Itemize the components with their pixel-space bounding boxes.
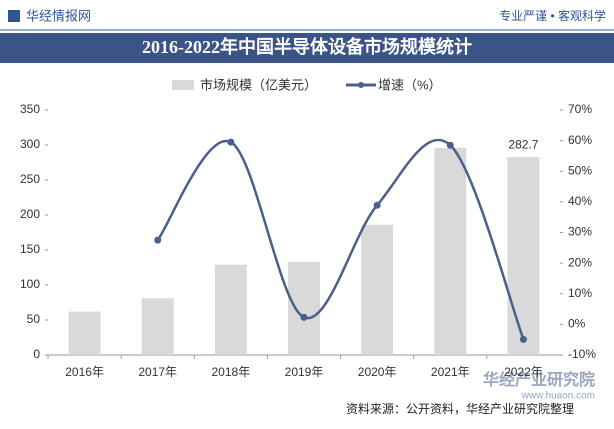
slogan: 专业严谨 • 客观科学: [499, 8, 606, 23]
x-tick-label: 2021年: [431, 365, 470, 379]
x-tick-label: 2016年: [65, 365, 104, 379]
y-tick-label: 200: [20, 207, 40, 221]
title-bar: [0, 33, 614, 63]
x-tick-label: 2020年: [358, 365, 397, 379]
bar: [141, 298, 174, 355]
bar: [434, 147, 467, 355]
x-tick-label: 2017年: [138, 365, 177, 379]
y2-tick-label: 40%: [568, 194, 592, 208]
legend-swatch: [172, 80, 194, 90]
y-tick-label: 150: [20, 242, 40, 256]
x-tick-label: 2018年: [212, 365, 251, 379]
y2-tick-label: 60%: [568, 133, 592, 147]
brand-icon: [8, 10, 20, 22]
brand: 华经情报网: [26, 8, 91, 23]
chart-title: 2016-2022年中国半导体设备市场规模统计: [142, 36, 472, 57]
bar: [214, 264, 247, 355]
y2-tick-label: 10%: [568, 286, 592, 300]
y2-tick-label: 70%: [568, 102, 592, 116]
y-tick-label: 100: [20, 277, 40, 291]
legend-label: 市场规模（亿美元）: [200, 77, 317, 92]
bar: [68, 311, 101, 355]
line-marker: [300, 313, 308, 321]
line-marker: [227, 138, 235, 146]
bar: [288, 261, 320, 355]
line-marker: [519, 335, 527, 343]
x-tick-label: 2019年: [285, 365, 324, 379]
y-tick-label: 0: [33, 347, 40, 361]
value-label: 282.7: [508, 137, 538, 151]
y-tick-label: 300: [20, 137, 40, 151]
x-tick-label: 2022年: [504, 365, 543, 379]
line-marker: [373, 201, 381, 209]
y2-tick-label: 50%: [568, 163, 592, 177]
y2-tick-label: 30%: [568, 225, 592, 239]
bar: [361, 224, 394, 355]
y2-tick-label: 0%: [568, 317, 586, 331]
y-tick-label: 50: [27, 312, 41, 326]
source: 资料来源：公开资料，华经产业研究院整理: [346, 401, 574, 416]
logo-url: www.huaon.com: [521, 391, 595, 402]
y-tick-label: 350: [20, 102, 40, 116]
logo-name: 华经产业研究院: [483, 370, 595, 389]
line-marker: [154, 236, 162, 244]
legend-label: 增速（%）: [378, 77, 442, 92]
legend-swatch: [358, 82, 364, 88]
line: [156, 138, 525, 340]
line-marker: [446, 141, 454, 149]
y-tick-label: 250: [20, 172, 40, 186]
bar: [507, 157, 540, 355]
y2-tick-label: -10%: [568, 347, 596, 361]
y2-tick-label: 20%: [568, 255, 592, 269]
